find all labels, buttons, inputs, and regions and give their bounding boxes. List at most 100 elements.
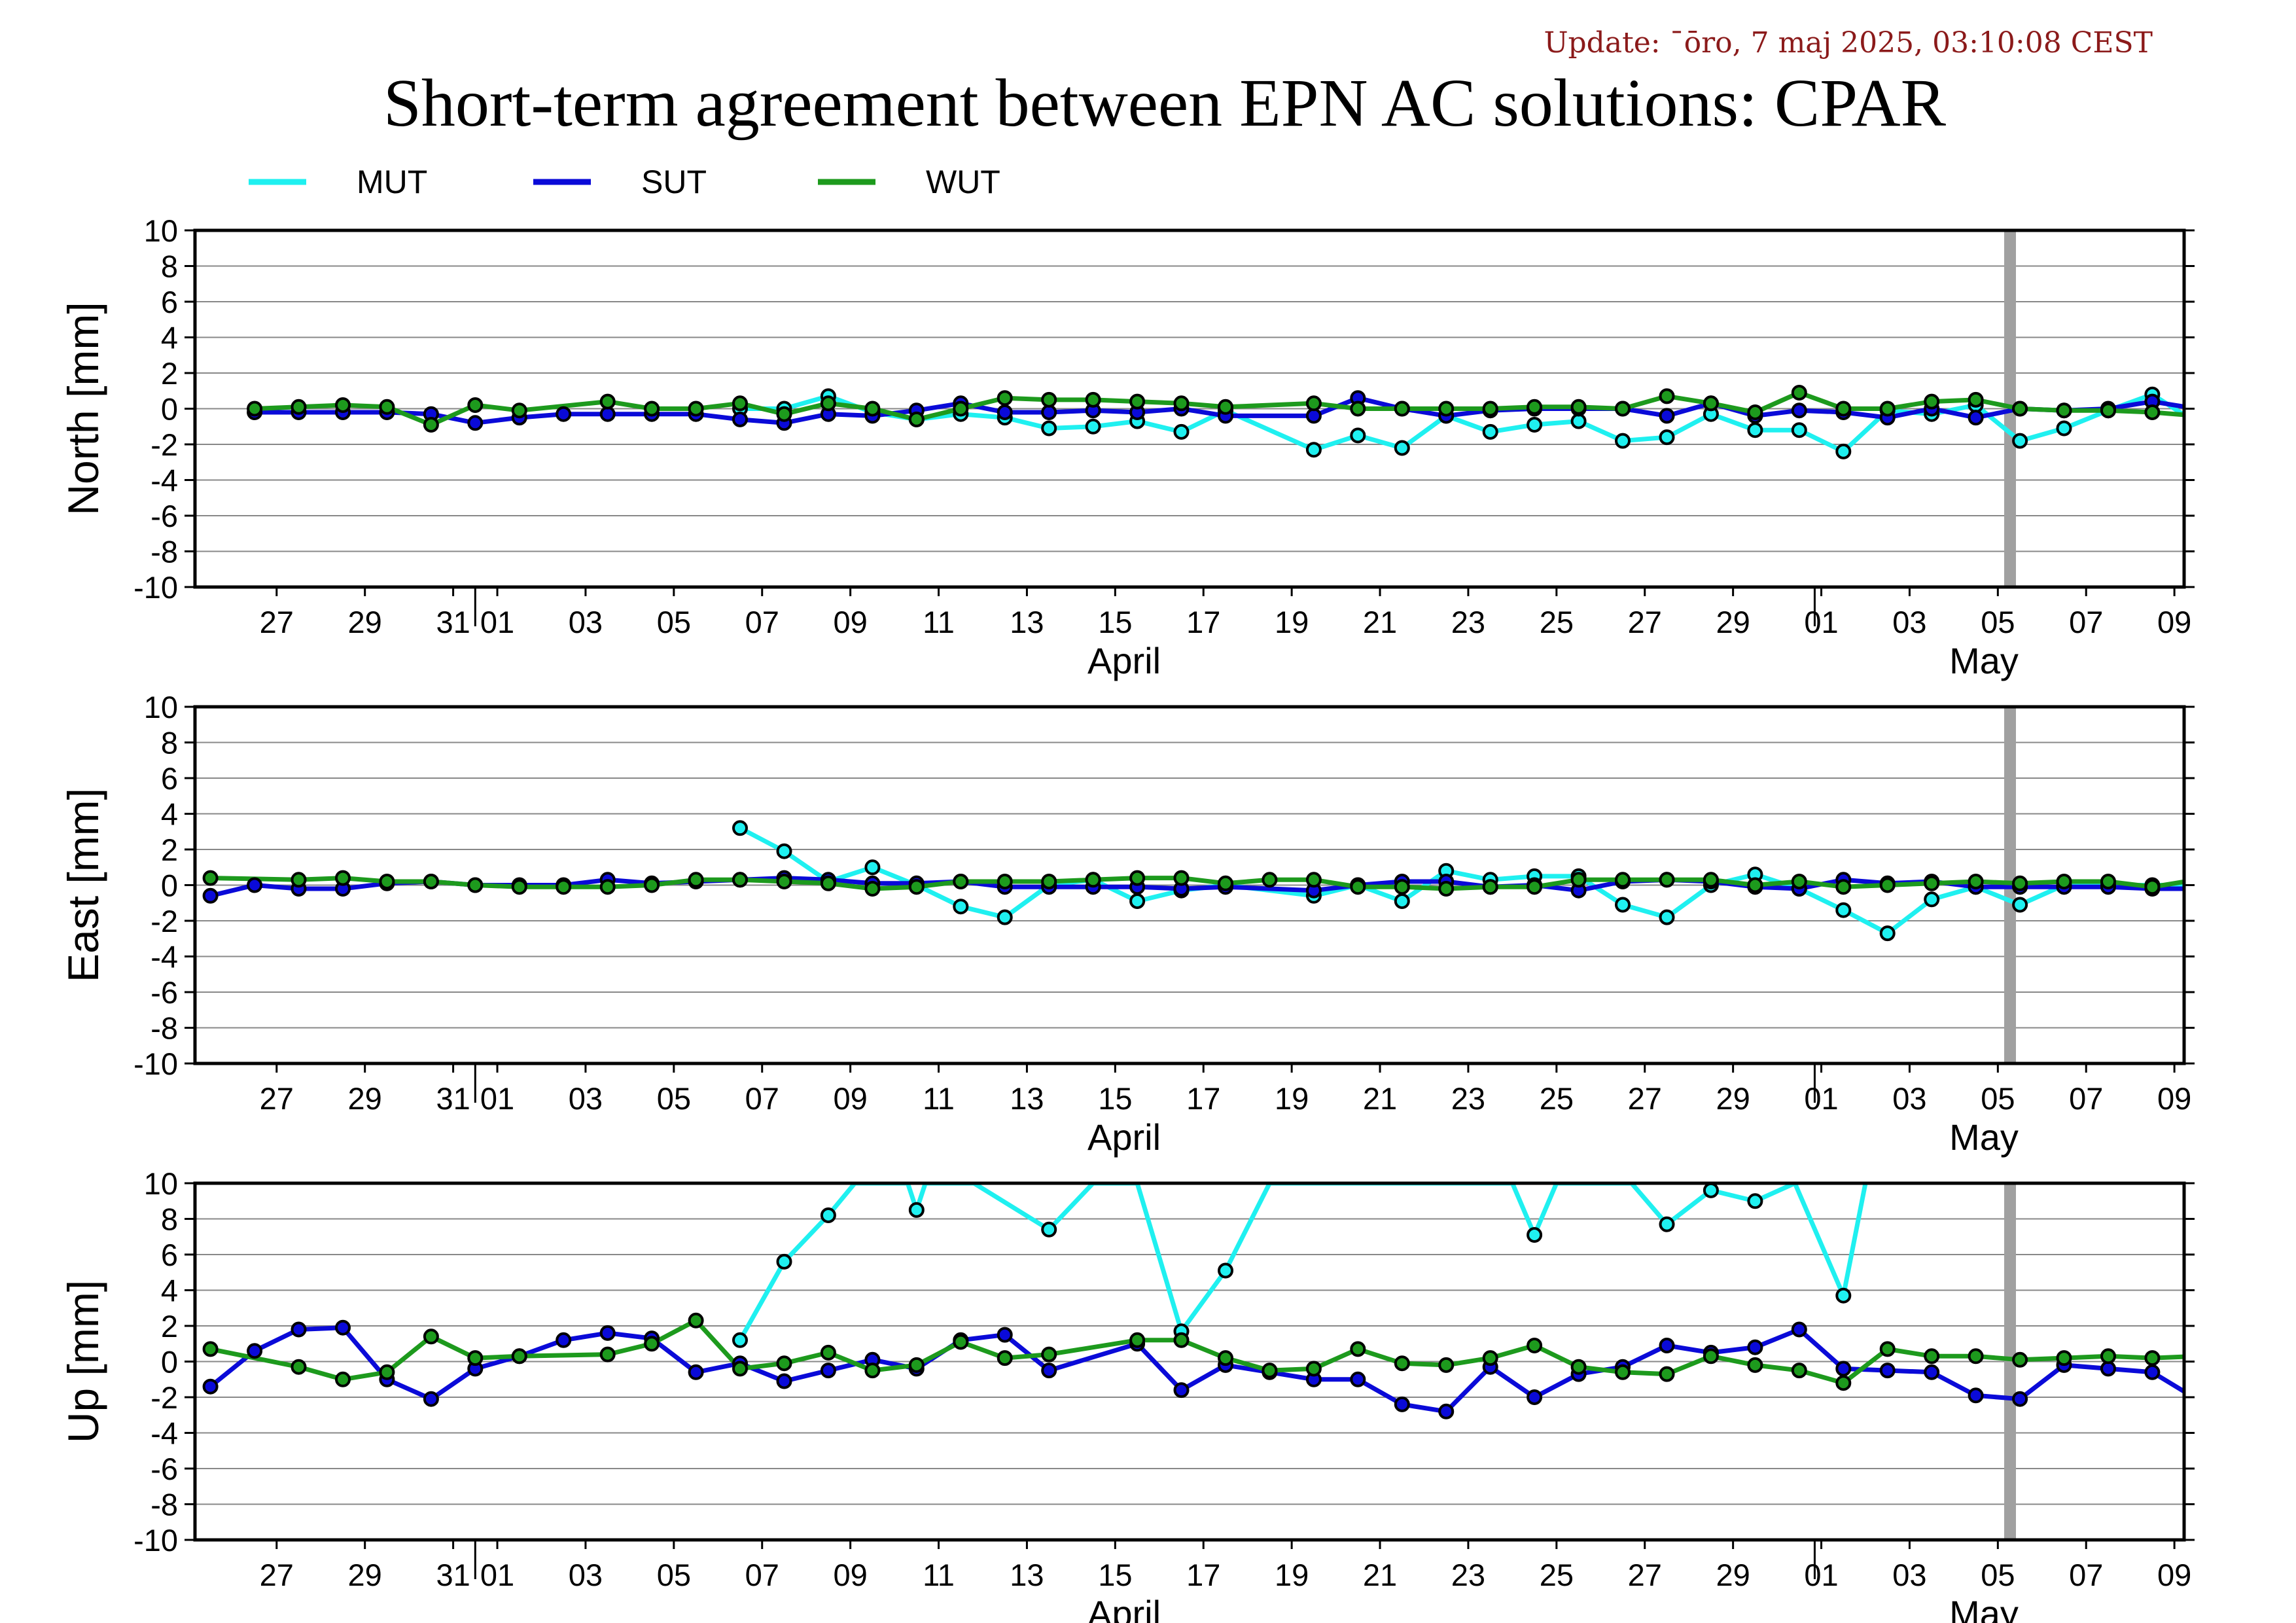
y-tick-label: 8 [161, 726, 178, 760]
point-wut [1438, 401, 1455, 417]
point-wut [379, 1364, 395, 1380]
point-mut [2278, 404, 2291, 417]
point-wut [511, 402, 527, 419]
point-wut [291, 399, 307, 415]
point-wut [1924, 393, 1940, 410]
x-tick-label: 11 [923, 1558, 955, 1592]
point-wut [1791, 385, 1807, 401]
point-wut [1968, 1348, 1984, 1364]
point-wut [732, 395, 748, 412]
point-mut [1659, 1216, 1675, 1232]
month-label-may: May [1949, 1116, 2019, 1158]
point-mut [1835, 1287, 1852, 1304]
point-wut [1394, 879, 1410, 895]
y-tick-label: 10 [144, 690, 178, 724]
plot-frame [193, 1181, 2186, 1542]
point-wut [202, 870, 219, 886]
point-wut [1570, 399, 1587, 415]
point-wut [2012, 875, 2028, 891]
y-axis-label: North [mm] [59, 302, 107, 515]
point-mut [1041, 1221, 1057, 1238]
point-wut [1527, 399, 1543, 415]
y-tick-label: -4 [150, 463, 178, 498]
x-tick-label: 07 [745, 1558, 779, 1592]
x-tick-label: 27 [260, 1558, 294, 1592]
point-mut [2056, 420, 2072, 437]
point-wut [1835, 1375, 1852, 1391]
point-sut [1438, 1403, 1455, 1419]
x-tick-label: 25 [1540, 1558, 1574, 1592]
point-wut [1527, 879, 1543, 895]
point-wut [1482, 401, 1498, 417]
y-tick-label: -10 [133, 570, 178, 605]
x-tick-label: 29 [348, 605, 382, 639]
point-sut [1041, 1363, 1057, 1379]
point-mut [1527, 1227, 1543, 1243]
point-wut [1305, 872, 1322, 888]
x-tick-label: 05 [1981, 1558, 2015, 1592]
point-sut [1659, 1338, 1675, 1353]
point-wut [1879, 401, 1896, 417]
point-wut [599, 879, 616, 895]
point-wut [467, 877, 484, 893]
chart-title: Short-term agreement between EPN AC solu… [383, 65, 1947, 141]
point-wut [820, 875, 836, 891]
x-tick-label: 01 [480, 1081, 514, 1116]
point-wut [1615, 401, 1631, 417]
point-wut [1350, 401, 1366, 417]
x-tick-label: 09 [833, 1081, 867, 1116]
point-wut [1173, 870, 1190, 886]
point-wut [1173, 395, 1190, 412]
point-wut [820, 395, 836, 412]
point-wut [335, 397, 351, 413]
point-wut [423, 417, 439, 433]
point-wut [2144, 404, 2161, 420]
point-wut [864, 1363, 881, 1379]
month-label-april: April [1087, 640, 1161, 681]
x-tick-label: 11 [923, 605, 955, 639]
x-tick-label: 13 [1010, 605, 1044, 639]
point-wut [997, 390, 1013, 406]
point-mut [776, 1253, 792, 1270]
x-tick-label: 25 [1540, 1081, 1574, 1116]
point-wut [1791, 1363, 1807, 1379]
point-wut [644, 877, 660, 893]
point-wut [908, 879, 925, 895]
point-sut [202, 887, 219, 904]
x-tick-label: 17 [1186, 1558, 1220, 1592]
x-tick-label: 19 [1275, 605, 1309, 639]
point-mut [2234, 404, 2247, 417]
point-wut [953, 874, 969, 889]
point-sut [1747, 1339, 1763, 1355]
x-tick-label: 23 [1451, 1081, 1485, 1116]
point-wut [1703, 395, 1719, 412]
x-tick-label: 09 [2157, 1081, 2191, 1116]
point-mut [1835, 902, 1852, 918]
x-tick-label: 31 [436, 1558, 470, 1592]
point-wut [908, 1357, 925, 1373]
point-wut [291, 872, 307, 888]
x-tick-label: 21 [1363, 1081, 1397, 1116]
month-label-may: May [1949, 1593, 2019, 1623]
y-tick-label: -2 [150, 427, 178, 462]
y-tick-label: -4 [150, 1416, 178, 1451]
y-axis-label: Up [mm] [59, 1280, 107, 1443]
x-tick-label: 09 [2157, 605, 2191, 639]
point-wut [1747, 1357, 1763, 1373]
point-sut [776, 1373, 792, 1389]
y-tick-label: -2 [150, 904, 178, 938]
point-wut [379, 399, 395, 415]
point-mut [1879, 925, 1896, 942]
month-label-may: May [1949, 640, 2019, 681]
y-tick-label: -10 [133, 1046, 178, 1081]
point-wut [1085, 391, 1101, 408]
point-wut [1659, 872, 1675, 888]
point-wut [688, 1312, 704, 1329]
x-tick-label: 29 [1716, 1081, 1750, 1116]
x-tick-label: 03 [569, 1558, 603, 1592]
point-sut [1041, 404, 1057, 420]
y-tick-label: -2 [150, 1380, 178, 1415]
x-tick-label: 21 [1363, 605, 1397, 639]
